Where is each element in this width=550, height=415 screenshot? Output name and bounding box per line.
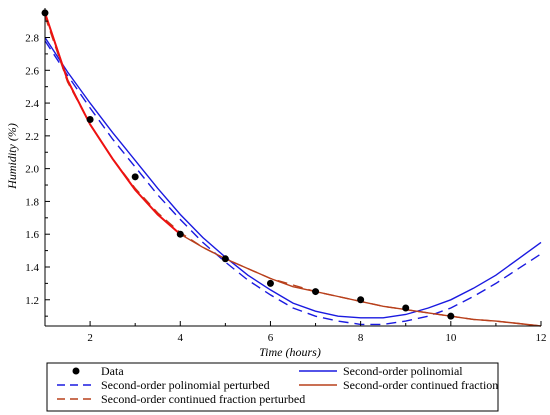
x-tick-label: 12 <box>536 332 547 344</box>
legend-frame <box>46 362 499 412</box>
data-point <box>266 279 274 287</box>
y-tick-label: 1.2 <box>25 295 39 307</box>
y-tick-label: 1.4 <box>25 262 39 274</box>
data-point <box>357 296 365 304</box>
x-tick-label: 4 <box>178 332 184 344</box>
y-tick-label: 1.6 <box>25 229 39 241</box>
series-line <box>44 37 542 319</box>
series-line <box>44 12 181 235</box>
data-point <box>402 304 410 312</box>
legend-label: Second-order continued fraction <box>343 378 498 392</box>
data-point <box>447 312 455 320</box>
legend-label: Second-order polinomial <box>343 364 463 378</box>
x-tick-label: 8 <box>358 332 364 344</box>
legend-label: Second-order polinomial perturbed <box>101 378 270 392</box>
data-point <box>312 288 320 296</box>
axes-layer: 2 4 6 8 10 12 1.2 1.4 1.6 1.8 2.0 2.2 2.4 2.6 2.8 <box>25 8 547 344</box>
legend-label: Data <box>101 364 124 378</box>
data-point <box>221 255 229 263</box>
y-tick-label: 2.8 <box>25 33 39 45</box>
x-axis-label: Time (hours) <box>259 345 321 359</box>
y-tick-label: 2.6 <box>25 65 39 77</box>
legend-marker <box>72 367 80 375</box>
y-tick-label: 2.0 <box>25 164 39 176</box>
legend-label: Second-order continued fraction perturbe… <box>101 392 305 406</box>
series-line <box>44 15 542 327</box>
y-tick-label: 1.8 <box>25 196 39 208</box>
y-tick-label: 2.2 <box>25 131 39 143</box>
x-tick-label: 10 <box>445 332 457 344</box>
x-tick-label: 2 <box>87 332 93 344</box>
series-line <box>44 40 542 326</box>
x-tick-label: 6 <box>268 332 274 344</box>
legend: Data Second-order polinomialSecond-order … <box>46 362 499 412</box>
series-layer <box>41 9 542 327</box>
data-point <box>176 230 184 238</box>
data-point <box>131 173 139 181</box>
y-axis-label: Humidity (%) <box>5 123 19 190</box>
data-point <box>86 115 94 123</box>
y-tick-label: 2.4 <box>25 98 39 110</box>
